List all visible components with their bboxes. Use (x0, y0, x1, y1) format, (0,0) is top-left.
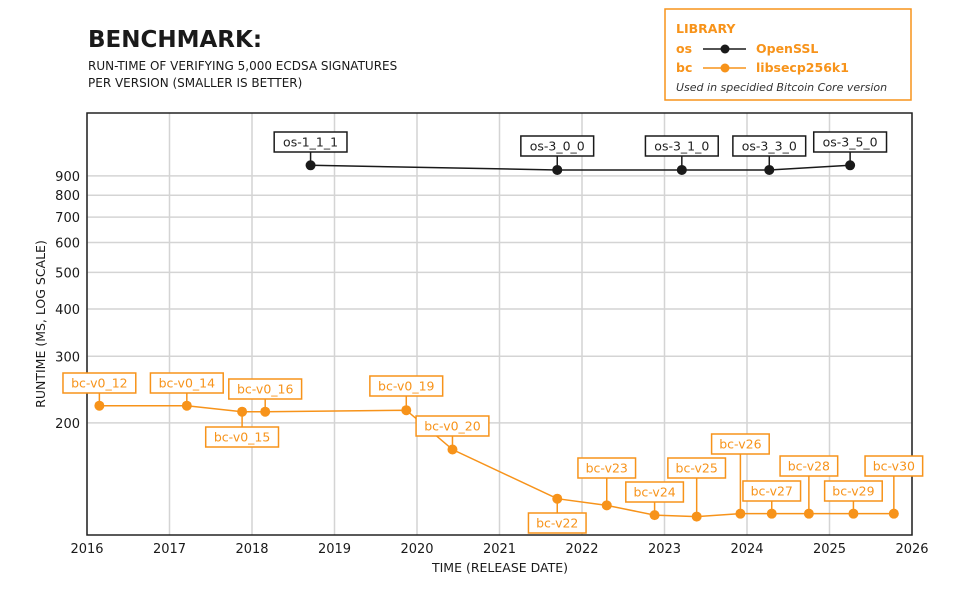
point-label: os-3_0_0 (530, 139, 585, 154)
legend-box (664, 8, 912, 101)
point-label: os-3_1_0 (654, 139, 709, 154)
point-label: bc-v28 (788, 459, 830, 474)
data-point (845, 160, 856, 171)
point-label: bc-v0_12 (71, 376, 128, 391)
legend-note: Used in specidied Bitcoin Core version (676, 81, 887, 94)
point-label: bc-v0_16 (237, 382, 294, 397)
point-label: os-3_3_0 (742, 139, 797, 154)
point-label-box (812, 131, 888, 153)
data-point (888, 508, 899, 519)
point-label: bc-v27 (751, 484, 793, 499)
y-tick-label: 500 (55, 266, 80, 281)
point-label: os-1_1_1 (283, 135, 338, 150)
y-tick-label: 600 (55, 236, 80, 251)
data-point (803, 508, 814, 519)
x-tick-label: 2019 (318, 542, 351, 557)
point-label: bc-v30 (873, 459, 915, 474)
data-point (260, 406, 271, 417)
point-label: bc-v0_20 (424, 419, 481, 434)
point-label-box (415, 415, 490, 437)
point-label-box (779, 455, 839, 477)
point-label-box (823, 480, 883, 502)
point-label: bc-v0_14 (159, 376, 216, 391)
x-tick-label: 2021 (483, 542, 516, 557)
y-tick-label: 400 (55, 303, 80, 318)
x-tick-label: 2022 (565, 542, 598, 557)
chart-title: BENCHMARK: (88, 27, 262, 53)
data-point (649, 510, 660, 521)
point-label-box (644, 135, 719, 157)
data-point (94, 400, 105, 411)
point-label: bc-v0_19 (378, 379, 435, 394)
data-point (552, 493, 563, 504)
data-point (766, 508, 777, 519)
point-label: os-3_5_0 (823, 135, 878, 150)
x-tick-label: 2026 (895, 542, 928, 557)
data-point (735, 508, 746, 519)
data-point (237, 406, 248, 417)
x-tick-label: 2024 (730, 542, 763, 557)
y-tick-label: 900 (55, 170, 80, 185)
point-label-box (667, 457, 727, 479)
point-label-box (864, 455, 924, 477)
x-tick-label: 2016 (70, 542, 103, 557)
data-point (848, 508, 859, 519)
data-point (691, 511, 702, 522)
point-label-box (577, 457, 637, 479)
x-tick-label: 2017 (153, 542, 186, 557)
point-label-box (527, 512, 587, 534)
legend-marker-os (720, 44, 730, 54)
chart-subtitle-line-2: PER VERSION (SMALLER IS BETTER) (88, 76, 302, 90)
point-label-box (149, 372, 224, 394)
series-layer: os-1_1_1 os-3_0_0 os-3_1_0 os-3_3_0 os-3_5_0… (62, 131, 924, 534)
x-tick-label: 2025 (813, 542, 846, 557)
x-tick-label: 2018 (235, 542, 268, 557)
point-label-box (228, 378, 303, 400)
legend-key-os: os (676, 41, 692, 56)
point-label: bc-v25 (676, 461, 718, 476)
point-label-box (625, 481, 685, 503)
point-label-box (732, 135, 807, 157)
point-label: bc-v26 (719, 437, 761, 452)
point-label-box (369, 375, 444, 397)
legend: LIBRARY os OpenSSL bc libsecp256k1 Used … (664, 8, 912, 101)
point-label-box (273, 131, 348, 153)
y-tick-label: 300 (55, 350, 80, 365)
x-tick-label: 2020 (400, 542, 433, 557)
data-point (601, 500, 612, 511)
point-label-box (204, 426, 280, 448)
data-point (305, 160, 316, 171)
y-tick-label: 700 (55, 211, 80, 226)
legend-key-bc: bc (676, 60, 692, 75)
point-label: bc-v22 (536, 516, 578, 531)
point-label-box (520, 135, 595, 157)
x-axis-label: TIME (RELEASE DATE) (431, 560, 568, 575)
data-point (447, 444, 458, 455)
legend-label-openssl: OpenSSL (756, 41, 818, 56)
data-point (401, 405, 412, 416)
x-tick-label: 2023 (648, 542, 681, 557)
y-tick-label: 800 (55, 189, 80, 204)
point-label-box (62, 372, 137, 394)
legend-title: LIBRARY (676, 21, 736, 36)
point-label: bc-v24 (633, 485, 675, 500)
point-label: bc-v23 (586, 461, 628, 476)
data-point (181, 400, 192, 411)
data-point (552, 164, 563, 175)
point-label: bc-v0_15 (214, 430, 271, 445)
point-label: bc-v29 (832, 484, 874, 499)
legend-marker-bc (720, 63, 730, 73)
y-axis-label: RUNTIME (MS, LOG SCALE) (33, 240, 48, 408)
point-label-box (742, 480, 802, 502)
y-tick-label: 200 (55, 417, 80, 432)
chart-subtitle-line-1: RUN-TIME OF VERIFYING 5,000 ECDSA SIGNAT… (88, 59, 397, 73)
tick-labels: 2016 2017 2018 2019 2020 2021 2022 2023 2024 2025… (55, 170, 928, 557)
data-point (764, 164, 775, 175)
legend-label-libsecp256k1: libsecp256k1 (756, 60, 849, 75)
point-label-box (710, 433, 770, 455)
data-point (676, 164, 687, 175)
plot-frame (86, 112, 913, 536)
